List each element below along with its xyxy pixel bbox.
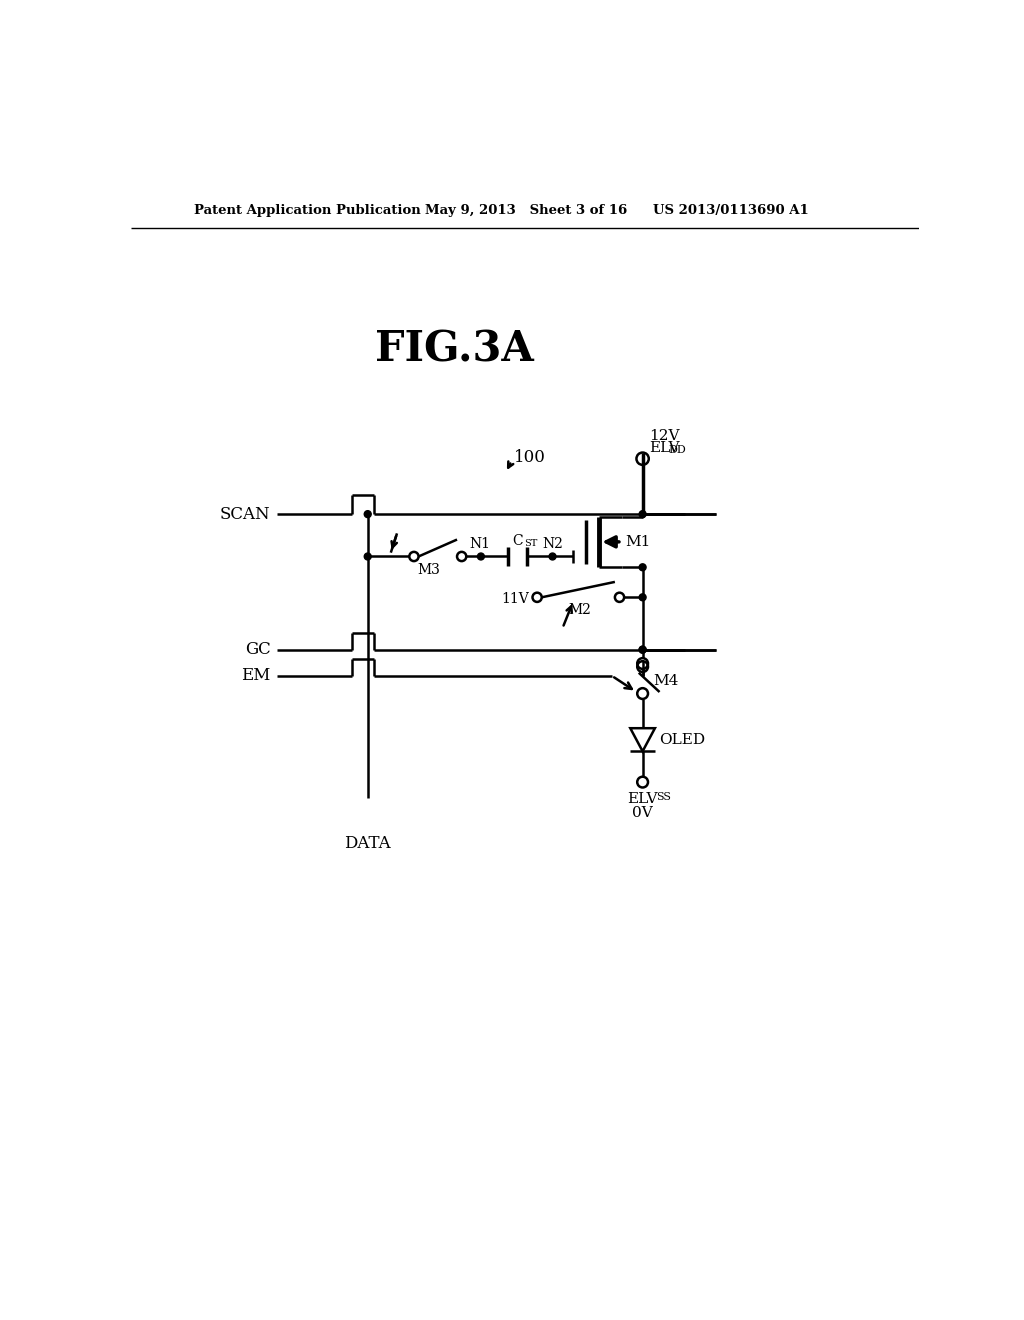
Circle shape xyxy=(477,553,484,560)
Text: SS: SS xyxy=(656,792,672,801)
Circle shape xyxy=(639,647,646,653)
Text: 11V: 11V xyxy=(502,591,529,606)
Text: ELV: ELV xyxy=(628,792,657,807)
Circle shape xyxy=(365,553,371,560)
Text: M3: M3 xyxy=(417,564,440,577)
Text: ST: ST xyxy=(524,539,538,548)
Text: DD: DD xyxy=(669,445,686,455)
Circle shape xyxy=(639,564,646,570)
Circle shape xyxy=(549,553,556,560)
Text: N2: N2 xyxy=(542,537,563,552)
Text: DATA: DATA xyxy=(344,836,391,853)
Text: C: C xyxy=(512,535,523,548)
Text: US 2013/0113690 A1: US 2013/0113690 A1 xyxy=(652,205,808,218)
Text: SCAN: SCAN xyxy=(220,506,270,523)
Text: 12V: 12V xyxy=(649,429,679,442)
Text: 100: 100 xyxy=(514,449,546,466)
Text: Patent Application Publication: Patent Application Publication xyxy=(194,205,421,218)
Text: ELV: ELV xyxy=(649,441,679,455)
Text: OLED: OLED xyxy=(659,733,706,747)
Text: May 9, 2013   Sheet 3 of 16: May 9, 2013 Sheet 3 of 16 xyxy=(425,205,627,218)
Circle shape xyxy=(639,647,646,653)
Text: GC: GC xyxy=(245,642,270,659)
Text: M4: M4 xyxy=(653,675,679,688)
Text: 0V: 0V xyxy=(632,807,653,820)
Circle shape xyxy=(639,594,646,601)
Text: N1: N1 xyxy=(469,537,489,552)
Text: M1: M1 xyxy=(626,535,651,549)
Circle shape xyxy=(365,511,371,517)
Text: M2: M2 xyxy=(568,603,591,616)
Text: FIG.3A: FIG.3A xyxy=(375,329,534,371)
Text: EM: EM xyxy=(242,668,270,684)
Circle shape xyxy=(639,511,646,517)
